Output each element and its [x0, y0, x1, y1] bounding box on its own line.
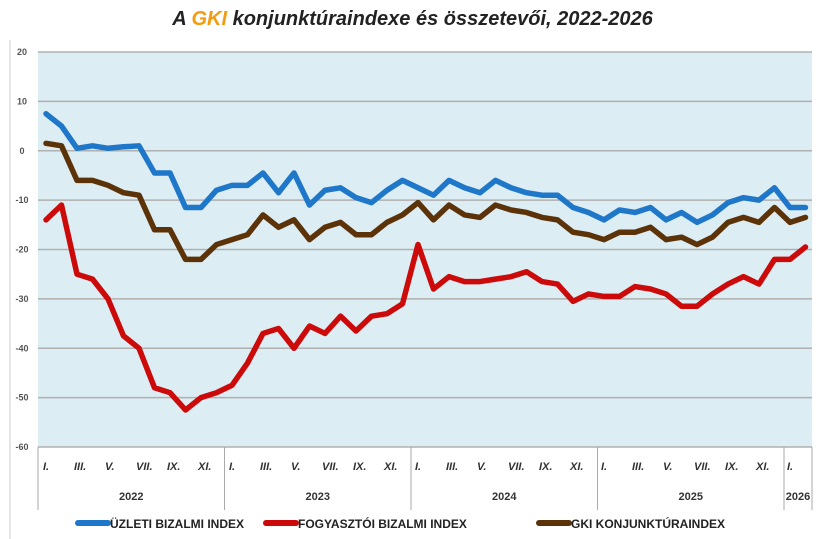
title-highlight: GKI	[191, 8, 228, 30]
month-label: I.	[787, 461, 793, 473]
year-label: 2022	[119, 491, 143, 503]
month-label: IX.	[539, 461, 552, 473]
month-label: IX.	[353, 461, 366, 473]
month-label: I.	[601, 461, 607, 473]
month-label: VII.	[322, 461, 339, 473]
year-label: 2025	[679, 491, 703, 503]
month-label: IX.	[725, 461, 738, 473]
y-tick-label: 0	[19, 146, 24, 156]
month-label: V.	[477, 461, 486, 473]
month-label: V.	[291, 461, 300, 473]
month-label: XI.	[383, 461, 397, 473]
month-label: VII.	[694, 461, 711, 473]
month-label: III.	[446, 461, 458, 473]
month-label: XI.	[569, 461, 583, 473]
month-label: IX.	[167, 461, 180, 473]
month-label: I.	[415, 461, 421, 473]
y-tick-label: -10	[15, 195, 28, 205]
month-label: XI.	[197, 461, 211, 473]
month-label: VII.	[136, 461, 153, 473]
month-label: V.	[105, 461, 114, 473]
chart-title: A GKI konjunktúraindexe és összetevői, 2…	[0, 8, 825, 31]
month-label: VII.	[508, 461, 525, 473]
month-label: III.	[74, 461, 86, 473]
year-label: 2023	[306, 491, 330, 503]
series-line-1	[43, 202, 809, 413]
year-label: 2024	[492, 491, 517, 503]
series-line-2	[43, 140, 809, 263]
month-label: XI.	[755, 461, 769, 473]
legend-label: ÜZLETI BIZALMI INDEX	[110, 516, 244, 531]
title-prefix: A	[172, 8, 192, 30]
legend-label: FOGYASZTÓI BIZALMI INDEX	[298, 516, 467, 531]
y-tick-label: -40	[15, 343, 28, 353]
month-label: V.	[663, 461, 672, 473]
month-label: III.	[260, 461, 272, 473]
month-label: I.	[229, 461, 235, 473]
series-line-0	[43, 110, 809, 226]
y-tick-label: 20	[17, 47, 27, 57]
y-tick-label: -50	[15, 393, 28, 403]
month-label: I.	[43, 461, 49, 473]
title-suffix: konjunktúraindexe és összetevői, 2022-20…	[227, 8, 653, 30]
year-label: 2026	[786, 491, 810, 503]
y-tick-label: -60	[15, 442, 28, 452]
y-tick-label: 10	[17, 96, 27, 106]
y-tick-label: -30	[15, 294, 28, 304]
y-tick-label: -20	[15, 245, 28, 255]
month-label: III.	[632, 461, 644, 473]
legend-label: GKI KONJUNKTÚRAINDEX	[571, 516, 725, 531]
